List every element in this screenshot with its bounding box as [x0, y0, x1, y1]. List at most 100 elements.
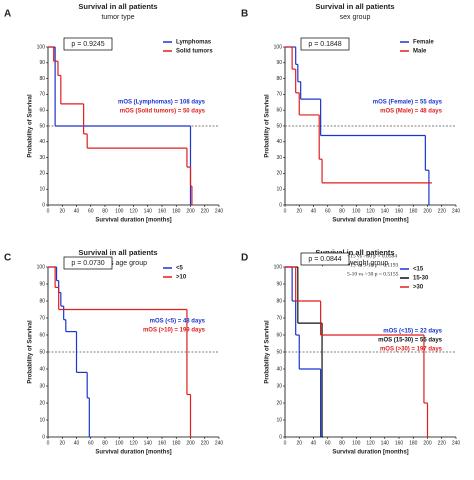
- median-survival: mOS (>10) = 199 days: [143, 328, 206, 334]
- y-tick-label: 30: [276, 383, 282, 389]
- x-tick-label: 140: [381, 440, 390, 446]
- x-tick-label: 60: [325, 440, 331, 446]
- y-tick-label: 100: [274, 44, 283, 50]
- x-tick-label: 240: [452, 208, 461, 214]
- x-tick-label: 220: [201, 208, 210, 214]
- p-value: p = 0.0844: [308, 256, 341, 263]
- x-tick-label: 40: [74, 440, 80, 446]
- p-value: p = 0.1848: [308, 41, 341, 48]
- x-tick-label: 120: [129, 440, 138, 446]
- y-tick-label: 80: [276, 76, 282, 82]
- y-axis-label: Probability of Survival: [28, 94, 34, 158]
- x-tick-label: 20: [59, 208, 65, 214]
- x-tick-label: 80: [339, 208, 345, 214]
- y-tick-label: 10: [39, 187, 45, 193]
- x-axis-label: Survival duration [months]: [95, 218, 171, 224]
- y-tick-label: 50: [39, 349, 45, 355]
- legend-label: Solid tumors: [176, 49, 213, 55]
- x-tick-label: 180: [172, 440, 181, 446]
- y-tick-label: 60: [276, 332, 282, 338]
- y-tick-label: 80: [39, 298, 45, 304]
- legend-label: >30: [413, 285, 424, 291]
- x-tick-label: 180: [409, 208, 418, 214]
- median-survival: mOS (<5) = 48 days: [150, 319, 206, 325]
- median-survival: mOS (>30) = 197 days: [380, 347, 443, 353]
- y-tick-label: 0: [279, 434, 282, 440]
- y-tick-label: 10: [276, 187, 282, 193]
- x-tick-label: 0: [47, 440, 50, 446]
- y-tick-label: 80: [276, 298, 282, 304]
- p-value: p = 0.0730: [71, 260, 104, 267]
- x-tick-label: 120: [366, 440, 375, 446]
- y-tick-label: 20: [39, 171, 45, 177]
- x-tick-label: 100: [115, 208, 124, 214]
- x-tick-label: 40: [74, 208, 80, 214]
- y-tick-label: 90: [39, 281, 45, 287]
- chart-subtitle: tumor type: [101, 14, 134, 21]
- panel-letter: A: [4, 9, 11, 20]
- legend-label: <5: [176, 266, 184, 272]
- x-tick-label: 100: [352, 208, 361, 214]
- y-tick-label: 30: [39, 383, 45, 389]
- p-value: p = 0.9245: [71, 41, 104, 48]
- chart-subtitle: patients weight group: [322, 260, 389, 267]
- y-tick-label: 100: [274, 264, 283, 270]
- x-tick-label: 220: [438, 208, 447, 214]
- y-tick-label: 50: [276, 123, 282, 129]
- y-tick-label: 60: [276, 108, 282, 114]
- y-tick-label: 100: [37, 264, 46, 270]
- x-tick-label: 20: [296, 208, 302, 214]
- x-tick-label: 160: [395, 208, 404, 214]
- comparison-note: <15 vs 5-10 p = 0.1193: [347, 262, 398, 268]
- legend-label: <15: [413, 267, 424, 273]
- chart-title: Survival in all patients: [315, 248, 394, 257]
- y-tick-label: 10: [39, 417, 45, 423]
- y-tick-label: 0: [42, 434, 45, 440]
- y-tick-label: 0: [279, 202, 282, 208]
- median-survival: mOS (<15) = 22 days: [383, 329, 442, 335]
- p-value-box: [300, 252, 350, 266]
- y-tick-label: 70: [39, 92, 45, 98]
- x-tick-label: 60: [88, 208, 94, 214]
- x-tick-label: 80: [102, 440, 108, 446]
- p-value-box: [300, 37, 350, 51]
- legend-label: Male: [413, 49, 427, 55]
- x-tick-label: 0: [47, 208, 50, 214]
- panel: B Survival in all patients sex group 0 10 20 3…: [241, 2, 460, 224]
- y-tick-label: 40: [39, 139, 45, 145]
- x-tick-label: 220: [201, 440, 210, 446]
- chart-title: Survival in all patients: [315, 2, 394, 11]
- x-tick-label: 160: [158, 208, 167, 214]
- x-tick-label: 80: [102, 208, 108, 214]
- x-tick-label: 240: [215, 440, 224, 446]
- x-tick-label: 120: [366, 208, 375, 214]
- x-tick-label: 160: [395, 440, 404, 446]
- y-tick-label: 0: [42, 202, 45, 208]
- y-tick-label: 30: [39, 155, 45, 161]
- x-tick-label: 20: [296, 440, 302, 446]
- y-tick-label: 20: [276, 171, 282, 177]
- x-axis-label: Survival duration [months]: [332, 218, 408, 224]
- legend-label: 15-30: [413, 276, 429, 282]
- legend-label: Female: [413, 40, 434, 46]
- x-tick-label: 180: [409, 440, 418, 446]
- y-tick-label: 30: [276, 155, 282, 161]
- x-tick-label: 140: [144, 208, 153, 214]
- x-tick-label: 240: [452, 440, 461, 446]
- y-tick-label: 40: [276, 366, 282, 372]
- y-tick-label: 50: [39, 123, 45, 129]
- y-tick-label: 20: [39, 400, 45, 406]
- median-survival: mOS (Lymphomas) = 108 days: [118, 100, 206, 106]
- x-tick-label: 140: [381, 208, 390, 214]
- p-value-box: [63, 37, 113, 51]
- panel-letter: C: [4, 253, 11, 264]
- y-tick-label: 70: [276, 315, 282, 321]
- y-tick-label: 90: [276, 60, 282, 66]
- x-tick-label: 220: [438, 440, 447, 446]
- y-tick-label: 90: [39, 60, 45, 66]
- x-tick-label: 200: [423, 440, 432, 446]
- y-tick-label: 80: [39, 76, 45, 82]
- x-tick-label: 60: [325, 208, 331, 214]
- x-tick-label: 120: [129, 208, 138, 214]
